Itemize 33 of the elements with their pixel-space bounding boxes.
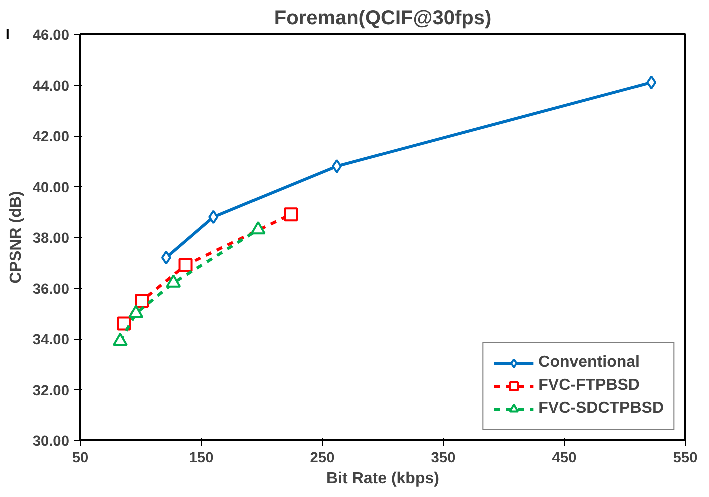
- y-tick-label: 44.00: [32, 78, 70, 95]
- point: [208, 210, 219, 224]
- point: [117, 316, 132, 331]
- point: [178, 258, 193, 272]
- point: [128, 305, 144, 318]
- y-tick-label: 36.00: [32, 282, 70, 298]
- x-tick-label: 150: [189, 450, 214, 466]
- point: [166, 274, 182, 288]
- x-tick-label: 250: [310, 450, 335, 466]
- y-tick-label: 40.00: [32, 180, 70, 196]
- y-tick-label: 32.00: [32, 383, 70, 400]
- y-tick-label: 42.00: [32, 130, 70, 146]
- point: [112, 333, 128, 346]
- point: [284, 208, 298, 222]
- point: [135, 294, 150, 308]
- point: [332, 159, 342, 174]
- y-tick-label: 38.00: [32, 231, 70, 247]
- chart-title: Foreman(QCIF@30fps): [274, 8, 492, 30]
- point: [250, 221, 266, 235]
- x-axis-title: Bit Rate (kbps): [326, 470, 440, 488]
- x-tick-label: 50: [72, 450, 89, 466]
- legend-label: FVC-SDCTPBSD: [538, 400, 664, 418]
- y-tick-label: 46.00: [32, 28, 70, 44]
- x-tick-label: 350: [431, 450, 456, 466]
- x-tick-label: 450: [552, 450, 577, 466]
- y-axis-title: CPSNR (dB): [8, 191, 25, 284]
- legend-label: FVC-FTPBSD: [538, 377, 640, 395]
- y-tick-label: 34.00: [32, 332, 70, 348]
- point: [646, 76, 657, 90]
- legend-label: Conventional: [538, 354, 640, 372]
- y-tick-label: 30.00: [32, 434, 70, 450]
- x-tick-label: 550: [673, 450, 698, 466]
- point: [161, 250, 172, 265]
